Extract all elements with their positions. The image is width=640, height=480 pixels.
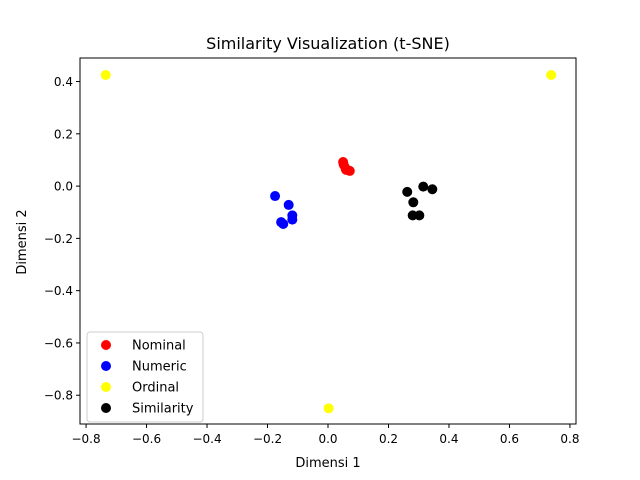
- points-layer: [100, 69, 557, 414]
- similarity-point: [402, 186, 413, 197]
- axes-layer: −0.8 −0.6 −0.4 −0.2 0.0 0.2 0.4 0.6 0.8 −0.8 −0.6 −…: [44, 57, 579, 446]
- numeric-point: [287, 214, 298, 225]
- y-tick-label: 0.0: [54, 180, 73, 194]
- legend-label-numeric: Numeric: [132, 360, 187, 375]
- legend-frame: [86, 331, 204, 423]
- similarity-point: [418, 181, 429, 192]
- y-tick-label: 0.2: [54, 127, 73, 141]
- y-tick-label: −0.6: [44, 336, 73, 350]
- x-tick-label: 0.2: [379, 432, 398, 446]
- ordinal-point: [323, 403, 334, 414]
- similarity-point: [414, 210, 425, 221]
- numeric-point: [283, 199, 294, 210]
- numeric-point: [270, 191, 281, 202]
- y-axis-label: Dimensi 2: [15, 209, 30, 274]
- x-tick-label: −0.4: [192, 432, 221, 446]
- x-tick-label: −0.2: [253, 432, 282, 446]
- y-tick-label: −0.8: [44, 389, 73, 403]
- y-tick-label: −0.2: [44, 232, 73, 246]
- legend-marker-nominal: [101, 340, 111, 350]
- nominal-point: [344, 165, 355, 176]
- legend: Nominal Numeric Ordinal Similarity: [86, 331, 204, 423]
- numeric-point: [278, 219, 289, 230]
- legend-label-similarity: Similarity: [132, 402, 194, 417]
- legend-marker-similarity: [101, 403, 111, 413]
- legend-label-ordinal: Ordinal: [132, 381, 179, 396]
- legend-label-nominal: Nominal: [132, 339, 186, 354]
- y-tick-label: 0.4: [54, 75, 73, 89]
- ordinal-point: [100, 69, 111, 80]
- x-tick-label: 0.8: [560, 432, 579, 446]
- x-tick-label: 0.0: [318, 432, 337, 446]
- similarity-point: [427, 184, 438, 195]
- y-tick-label: −0.4: [44, 284, 73, 298]
- x-tick-label: 0.4: [439, 432, 458, 446]
- x-tick-label: −0.8: [71, 432, 100, 446]
- x-axis-label: Dimensi 1: [295, 456, 360, 471]
- chart-title: Similarity Visualization (t-SNE): [206, 34, 450, 53]
- legend-marker-ordinal: [101, 382, 111, 392]
- x-tick-label: −0.6: [132, 432, 161, 446]
- x-tick-label: 0.6: [500, 432, 519, 446]
- legend-marker-numeric: [101, 361, 111, 371]
- similarity-point: [408, 197, 419, 208]
- ordinal-point: [546, 69, 557, 80]
